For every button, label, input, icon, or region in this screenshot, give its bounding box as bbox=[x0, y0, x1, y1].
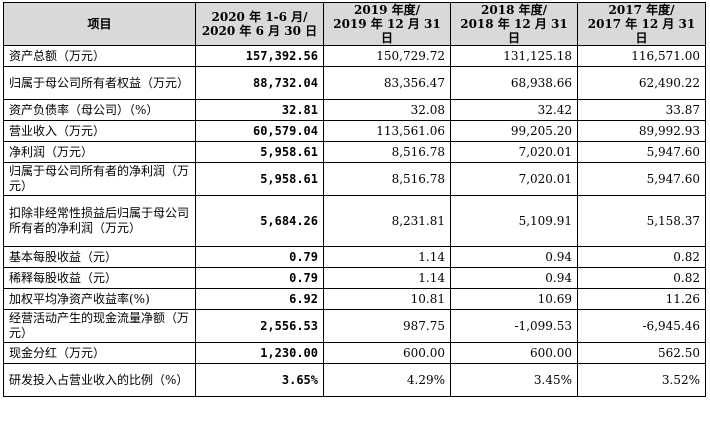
value-2020: 5,958.61 bbox=[195, 141, 324, 163]
table-row: 经营活动产生的现金流量净额（万元） 2,556.53 987.75 -1,099.53… bbox=[3, 309, 706, 343]
row-label: 资产总额（万元） bbox=[3, 45, 196, 67]
value-2019: 32.08 bbox=[323, 99, 451, 121]
row-label: 营业收入（万元） bbox=[3, 120, 196, 142]
value-2018: 32.42 bbox=[450, 99, 578, 121]
row-label: 资产负债率（母公司）（%） bbox=[3, 99, 196, 121]
table-row: 归属于母公司所有者权益（万元） 88,732.04 83,356.47 68,938.… bbox=[3, 66, 706, 100]
row-label: 归属于母公司所有者的净利润（万元） bbox=[3, 162, 196, 196]
value-2020: 5,958.61 bbox=[195, 162, 324, 196]
row-label: 归属于母公司所有者权益（万元） bbox=[3, 66, 196, 100]
value-2018: 99,205.20 bbox=[450, 120, 578, 142]
value-2018: 68,938.66 bbox=[450, 66, 578, 100]
value-2019: 83,356.47 bbox=[323, 66, 451, 100]
value-2017: 62,490.22 bbox=[577, 66, 706, 100]
row-label: 经营活动产生的现金流量净额（万元） bbox=[3, 309, 196, 343]
value-2019: 8,516.78 bbox=[323, 141, 451, 163]
value-2019: 150,729.72 bbox=[323, 45, 451, 67]
value-2018: 600.00 bbox=[450, 342, 578, 364]
value-2018: 0.94 bbox=[450, 246, 578, 268]
table-body: 资产总额（万元） 157,392.56 150,729.72 131,125.18 11… bbox=[3, 45, 706, 397]
value-2018: 3.45% bbox=[450, 363, 578, 397]
value-2017: 5,947.60 bbox=[577, 141, 706, 163]
value-2019: 600.00 bbox=[323, 342, 451, 364]
header-2020: 2020 年 1-6 月/2020 年 6 月 30 日 bbox=[195, 2, 324, 46]
value-2017: 11.26 bbox=[577, 288, 706, 310]
value-2019: 8,231.81 bbox=[323, 195, 451, 247]
row-label: 扣除非经常性损益后归属于母公司所有者的净利润（万元） bbox=[3, 195, 196, 247]
value-2017: 33.87 bbox=[577, 99, 706, 121]
value-2018: 10.69 bbox=[450, 288, 578, 310]
table-row: 基本每股收益（元） 0.79 1.14 0.94 0.82 bbox=[3, 246, 706, 268]
value-2018: -1,099.53 bbox=[450, 309, 578, 343]
value-2017: 5,947.60 bbox=[577, 162, 706, 196]
table-row: 营业收入（万元） 60,579.04 113,561.06 99,205.20 89,9… bbox=[3, 120, 706, 142]
table-row: 净利润（万元） 5,958.61 8,516.78 7,020.01 5,947.60 bbox=[3, 141, 706, 163]
financial-indicators-table: 项目 2020 年 1-6 月/2020 年 6 月 30 日 2019 年度/… bbox=[3, 2, 706, 397]
row-label: 基本每股收益（元） bbox=[3, 246, 196, 268]
header-row: 项目 2020 年 1-6 月/2020 年 6 月 30 日 2019 年度/… bbox=[3, 2, 706, 46]
value-2020: 60,579.04 bbox=[195, 120, 324, 142]
value-2020: 5,684.26 bbox=[195, 195, 324, 247]
table-row: 归属于母公司所有者的净利润（万元） 5,958.61 8,516.78 7,020.0… bbox=[3, 162, 706, 196]
value-2018: 131,125.18 bbox=[450, 45, 578, 67]
table-row: 资产总额（万元） 157,392.56 150,729.72 131,125.18 11… bbox=[3, 45, 706, 67]
header-2019: 2019 年度/2019 年 12 月 31 日 bbox=[323, 2, 451, 46]
table-row: 扣除非经常性损益后归属于母公司所有者的净利润（万元） 5,684.26 8,231.… bbox=[3, 195, 706, 247]
value-2020: 2,556.53 bbox=[195, 309, 324, 343]
value-2017: 3.52% bbox=[577, 363, 706, 397]
value-2020: 157,392.56 bbox=[195, 45, 324, 67]
header-2017: 2017 年度/2017 年 12 月 31 日 bbox=[577, 2, 706, 46]
value-2018: 0.94 bbox=[450, 267, 578, 289]
value-2020: 6.92 bbox=[195, 288, 324, 310]
value-2020: 88,732.04 bbox=[195, 66, 324, 100]
value-2019: 113,561.06 bbox=[323, 120, 451, 142]
value-2020: 32.81 bbox=[195, 99, 324, 121]
value-2017: 5,158.37 bbox=[577, 195, 706, 247]
value-2019: 10.81 bbox=[323, 288, 451, 310]
value-2020: 0.79 bbox=[195, 267, 324, 289]
value-2018: 5,109.91 bbox=[450, 195, 578, 247]
row-label: 净利润（万元） bbox=[3, 141, 196, 163]
table-row: 稀释每股收益（元） 0.79 1.14 0.94 0.82 bbox=[3, 267, 706, 289]
value-2018: 7,020.01 bbox=[450, 162, 578, 196]
table-row: 资产负债率（母公司）（%） 32.81 32.08 32.42 33.87 bbox=[3, 99, 706, 121]
value-2020: 1,230.00 bbox=[195, 342, 324, 364]
header-item: 项目 bbox=[3, 2, 196, 46]
value-2017: 0.82 bbox=[577, 267, 706, 289]
value-2017: 89,992.93 bbox=[577, 120, 706, 142]
value-2020: 3.65% bbox=[195, 363, 324, 397]
value-2017: 0.82 bbox=[577, 246, 706, 268]
value-2017: 562.50 bbox=[577, 342, 706, 364]
row-label: 研发投入占营业收入的比例（%） bbox=[3, 363, 196, 397]
value-2017: 116,571.00 bbox=[577, 45, 706, 67]
table-row: 加权平均净资产收益率(%) 6.92 10.81 10.69 11.26 bbox=[3, 288, 706, 310]
value-2020: 0.79 bbox=[195, 246, 324, 268]
table-row: 研发投入占营业收入的比例（%） 3.65% 4.29% 3.45% 3.52% bbox=[3, 363, 706, 397]
table-row: 现金分红（万元） 1,230.00 600.00 600.00 562.50 bbox=[3, 342, 706, 364]
row-label: 现金分红（万元） bbox=[3, 342, 196, 364]
value-2019: 1.14 bbox=[323, 246, 451, 268]
value-2018: 7,020.01 bbox=[450, 141, 578, 163]
row-label: 稀释每股收益（元） bbox=[3, 267, 196, 289]
row-label: 加权平均净资产收益率(%) bbox=[3, 288, 196, 310]
header-2018: 2018 年度/2018 年 12 月 31 日 bbox=[450, 2, 578, 46]
value-2019: 8,516.78 bbox=[323, 162, 451, 196]
value-2019: 4.29% bbox=[323, 363, 451, 397]
value-2019: 1.14 bbox=[323, 267, 451, 289]
value-2019: 987.75 bbox=[323, 309, 451, 343]
value-2017: -6,945.46 bbox=[577, 309, 706, 343]
